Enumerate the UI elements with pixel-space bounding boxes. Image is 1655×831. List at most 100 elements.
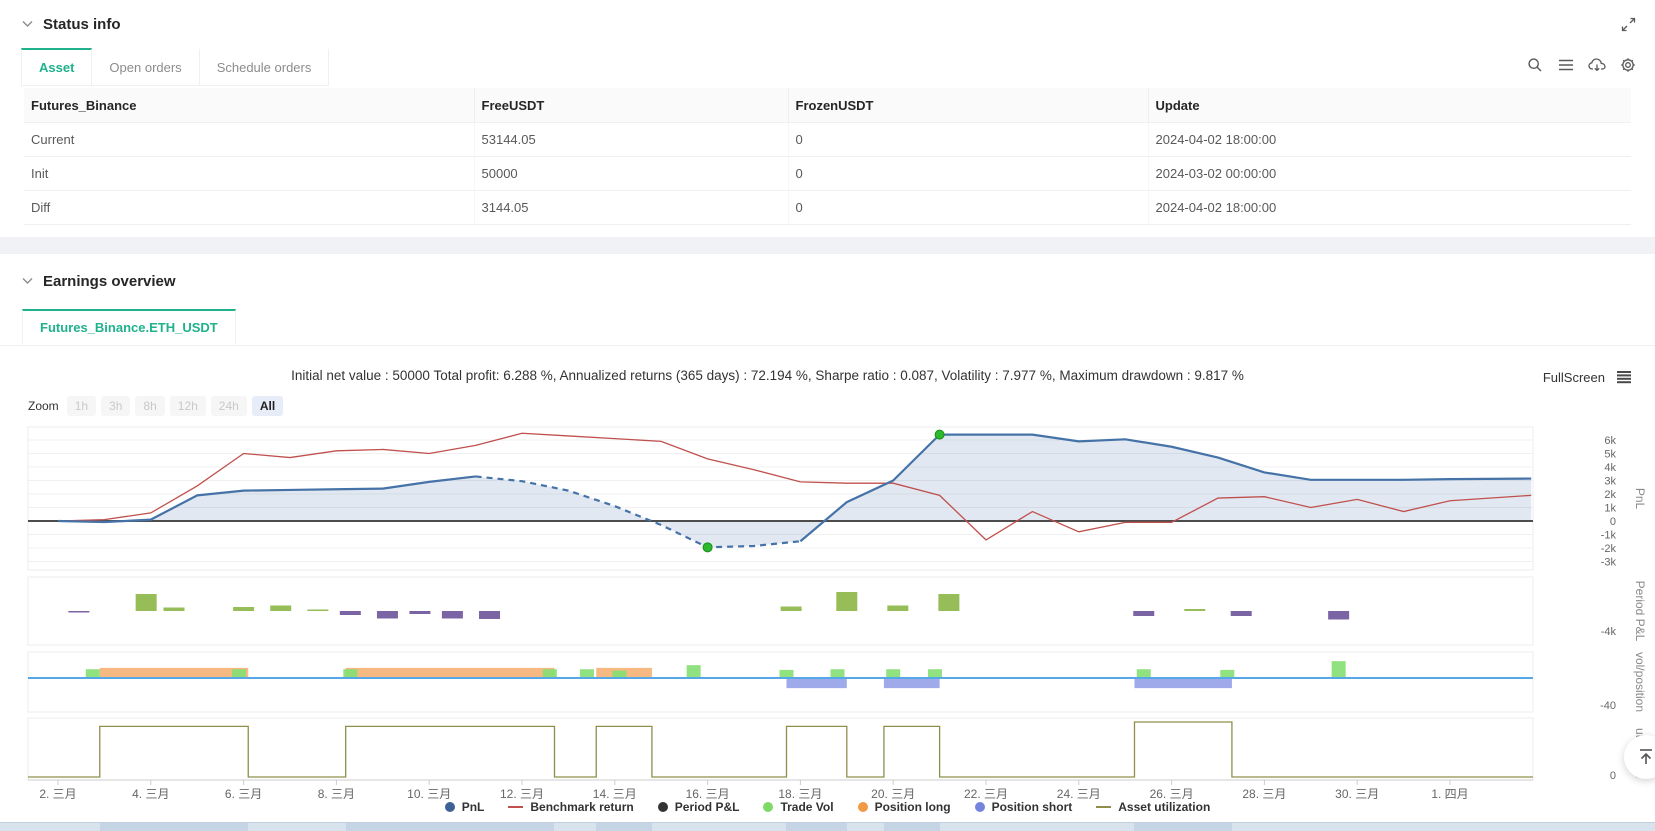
collapse-chevron-icon[interactable] [22,272,33,290]
navigator-segment [596,823,652,831]
tabs-divider [0,345,1655,346]
svg-text:8. 三月: 8. 三月 [318,787,355,801]
legend-item-benchmark-return[interactable]: Benchmark return [508,800,633,814]
col-futures-binance: Futures_Binance [24,88,474,123]
current-link[interactable]: Current [24,123,474,157]
legend-item-position-long[interactable]: Position long [858,800,951,814]
svg-text:16. 三月: 16. 三月 [686,787,730,801]
svg-text:5k: 5k [1604,449,1616,461]
earnings-chart-svg: 6k5k4k3k2k1k0-1k-2k-3kPnL-4kPeriod P&L-4… [0,420,1655,812]
legend-marker [658,802,668,812]
search-icon[interactable] [1526,56,1544,74]
legend-item-asset-utilization[interactable]: Asset utilization [1096,800,1210,814]
svg-text:10. 三月: 10. 三月 [407,787,451,801]
diff-frozen: 0 [788,191,1148,225]
zoom-label: Zoom [28,399,59,413]
svg-text:20. 三月: 20. 三月 [871,787,915,801]
chart-fullscreen-control: FullScreen [1543,368,1633,386]
zoom-12h-button[interactable]: 12h [170,396,206,416]
svg-text:2k: 2k [1604,489,1616,501]
navigator-segment [346,823,555,831]
menu-icon[interactable] [1557,56,1575,74]
fullscreen-button[interactable]: FullScreen [1543,370,1605,385]
legend-label: PnL [462,800,485,814]
tab-asset[interactable]: Asset [21,48,92,86]
legend-item-pnl[interactable]: PnL [445,800,485,814]
svg-text:PnL: PnL [1633,488,1647,510]
tab-schedule-orders[interactable]: Schedule orders [200,48,330,86]
zoom-8h-button[interactable]: 8h [135,396,164,416]
legend-marker [445,802,455,812]
svg-text:30. 三月: 30. 三月 [1335,787,1379,801]
expand-icon[interactable] [1619,15,1637,33]
cloud-download-icon[interactable] [1588,56,1606,74]
svg-text:1k: 1k [1604,503,1616,515]
legend-marker [763,802,773,812]
diff-label: Diff [24,191,474,225]
legend-item-trade-vol[interactable]: Trade Vol [763,800,833,814]
tab-open-orders[interactable]: Open orders [92,48,199,86]
earnings-chart[interactable]: 6k5k4k3k2k1k0-1k-2k-3kPnL-4kPeriod P&L-4… [0,420,1655,812]
zoom-all-button[interactable]: All [252,396,283,416]
chart-navigator[interactable] [0,822,1655,831]
collapse-chevron-icon[interactable] [22,15,33,33]
legend-marker [508,806,523,808]
legend-marker [975,802,985,812]
svg-text:4. 三月: 4. 三月 [132,787,169,801]
legend-label: Position short [992,800,1073,814]
navigator-segment [100,823,248,831]
svg-text:Period P&L: Period P&L [1633,581,1647,642]
navigator-segment [884,823,940,831]
chart-legend: PnL Benchmark return Period P&L Trade Vol Po… [0,800,1655,814]
svg-text:3k: 3k [1604,476,1616,488]
legend-item-period-p-l[interactable]: Period P&L [658,800,740,814]
zoom-24h-button[interactable]: 24h [211,396,247,416]
svg-text:0: 0 [1610,516,1616,528]
init-update: 2024-03-02 00:00:00 [1148,157,1631,191]
svg-text:-3k: -3k [1601,557,1617,569]
current-update: 2024-04-02 18:00:00 [1148,123,1631,157]
tab-futures-binance-eth-usdt[interactable]: Futures_Binance.ETH_USDT [22,309,236,345]
asset-table: Futures_Binance FreeUSDT FrozenUSDT Upda… [24,88,1631,225]
svg-text:-1k: -1k [1601,530,1617,542]
status-panel-title: Status info [43,16,121,33]
svg-text:24. 三月: 24. 三月 [1057,787,1101,801]
navigator-segment [786,823,846,831]
svg-text:6k: 6k [1604,435,1616,447]
init-frozen: 0 [788,157,1148,191]
svg-text:22. 三月: 22. 三月 [964,787,1008,801]
legend-label: Benchmark return [530,800,633,814]
chart-menu-icon[interactable] [1615,368,1633,386]
col-free-usdt: FreeUSDT [474,88,788,123]
zoom-3h-button[interactable]: 3h [101,396,130,416]
svg-text:28. 三月: 28. 三月 [1242,787,1286,801]
svg-text:vol/position: vol/position [1633,652,1647,712]
earnings-tabs: Futures_Binance.ETH_USDT [22,309,236,345]
table-row-init: Init 50000 0 2024-03-02 00:00:00 [24,157,1631,191]
svg-text:-2k: -2k [1601,543,1617,555]
table-row-current: Current 53144.05 0 2024-04-02 18:00:00 [24,123,1631,157]
earnings-panel-header: Earnings overview [22,272,176,290]
diff-update: 2024-04-02 18:00:00 [1148,191,1631,225]
svg-text:4k: 4k [1604,462,1616,474]
zoom-1h-button[interactable]: 1h [67,396,96,416]
legend-label: Asset utilization [1118,800,1210,814]
legend-marker [858,802,868,812]
legend-item-position-short[interactable]: Position short [975,800,1073,814]
gear-icon[interactable] [1619,56,1637,74]
legend-label: Period P&L [675,800,740,814]
legend-label: Position long [875,800,951,814]
init-free: 50000 [474,157,788,191]
tab-eth-usdt-label: Futures_Binance.ETH_USDT [40,320,218,335]
current-frozen: 0 [788,123,1148,157]
init-label: Init [24,157,474,191]
tab-asset-label: Asset [39,60,74,75]
status-tabs: Asset Open orders Schedule orders [21,48,329,86]
col-frozen-usdt: FrozenUSDT [788,88,1148,123]
status-panel-header: Status info [22,15,121,33]
dashboard: Status info Asset Open orders Schedule o… [0,0,1655,831]
status-info-panel: Status info Asset Open orders Schedule o… [0,0,1655,237]
svg-text:18. 三月: 18. 三月 [778,787,822,801]
tab-open-orders-label: Open orders [109,60,181,75]
diff-free: 3144.05 [474,191,788,225]
